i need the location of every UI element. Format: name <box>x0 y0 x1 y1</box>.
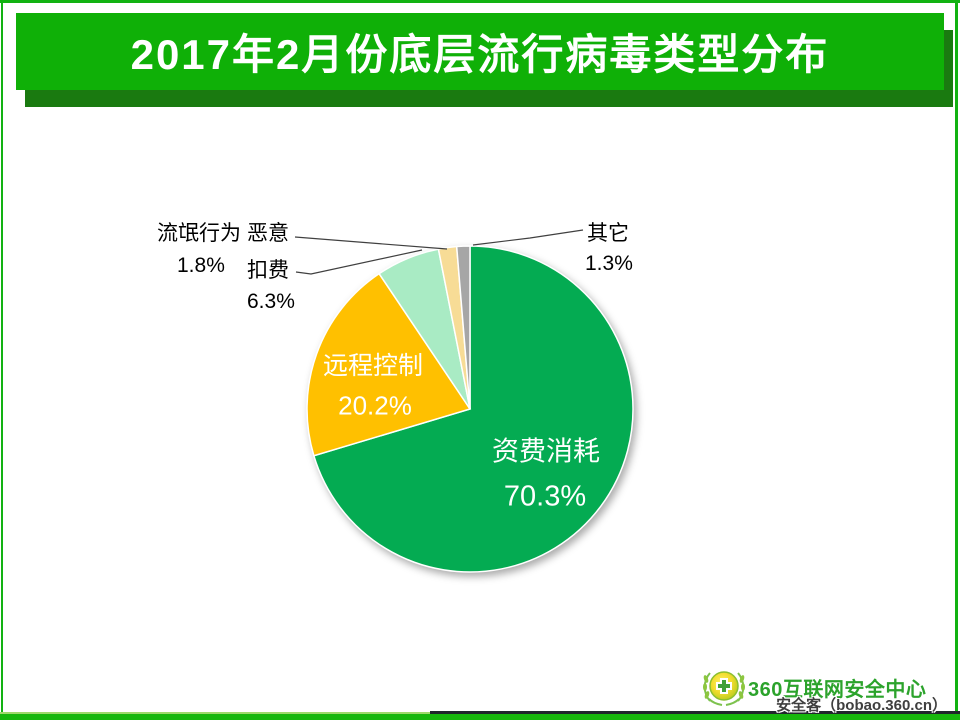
page-border-left <box>1 0 3 720</box>
leader-line-rogue <box>294 236 448 250</box>
slice-label-remote-pct: 20.2% <box>338 390 412 421</box>
slice-label-rogue-pct: 1.8% <box>177 254 225 277</box>
slice-label-remote-name: 远程控制 <box>322 352 424 380</box>
slice-label-fee-name: 资费消耗 <box>492 436 600 467</box>
page-border-top <box>0 0 960 3</box>
slice-label-fee-pct: 70.3% <box>503 480 587 513</box>
pie-slice-1 <box>306 272 472 457</box>
page-title: 2017年2月份底层流行病毒类型分布 <box>130 31 830 78</box>
slice-label-deduct-line2: 扣费 <box>247 259 289 282</box>
leader-line-deduct <box>295 249 423 275</box>
watermark-text: 安全客（bobao.360.cn） <box>776 697 947 714</box>
bottom-dark-line <box>430 711 960 715</box>
leader-line-other <box>472 229 584 246</box>
pie-slice-0 <box>312 245 634 573</box>
title-banner: 2017年2月份底层流行病毒类型分布 <box>16 13 944 90</box>
page-border-right <box>955 0 958 720</box>
brand-wordmark: 360互联网安全中心 <box>748 679 927 701</box>
pie-slice-4 <box>455 245 471 410</box>
slice-label-other-pct: 1.3% <box>585 252 633 275</box>
360-logo-icon <box>703 671 745 706</box>
slice-label-rogue-name: 流氓行为 <box>157 222 241 245</box>
slice-label-deduct-line1: 恶意 <box>247 222 289 245</box>
slice-label-deduct-pct: 6.3% <box>247 290 295 313</box>
slice-label-other-name: 其它 <box>587 222 629 245</box>
pie-slices-group <box>306 245 634 573</box>
bottom-green-bar <box>0 714 960 720</box>
